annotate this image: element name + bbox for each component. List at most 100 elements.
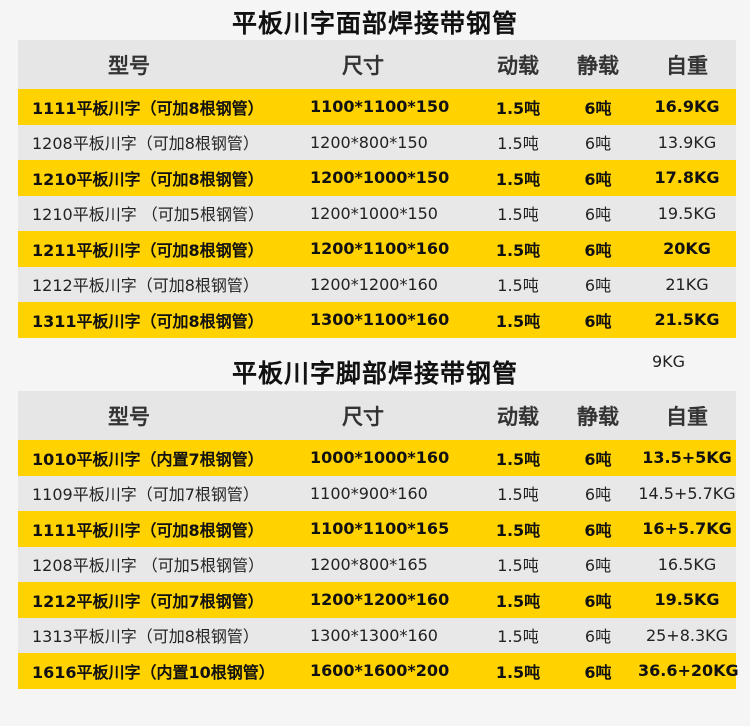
cell-model: 1111平板川字（可加8根钢管） <box>32 98 264 118</box>
cell-weight: 19.5KG <box>657 203 717 223</box>
cell-static-load: 6吨 <box>584 485 612 505</box>
header-size: 尺寸 <box>342 53 384 78</box>
cell-size: 1300*1100*160 <box>310 310 450 330</box>
cell-dynamic-load: 1.5吨 <box>495 520 541 540</box>
cell-model: 1212平板川字（可加7根钢管） <box>32 591 264 611</box>
cell-size: 1200*1200*160 <box>310 590 450 610</box>
cell-weight: 19.5KG <box>654 590 720 610</box>
cell-size: 1200*1000*150 <box>310 203 438 223</box>
cell-size: 1100*1100*165 <box>310 519 450 539</box>
cell-weight: 14.5+5.7KG <box>638 483 736 503</box>
header-size: 尺寸 <box>342 404 384 429</box>
cell-dynamic-load: 1.5吨 <box>497 134 539 154</box>
cell-dynamic-load: 1.5吨 <box>497 627 539 647</box>
cell-static-load: 6吨 <box>584 449 612 469</box>
cell-model: 1211平板川字（可加8根钢管） <box>32 240 264 260</box>
cell-static-load: 6吨 <box>584 627 612 647</box>
cell-size: 1200*1200*160 <box>310 274 438 294</box>
cell-weight: 16.5KG <box>657 554 717 574</box>
cell-model: 1311平板川字（可加8根钢管） <box>32 311 264 331</box>
cell-static-load: 6吨 <box>584 169 612 189</box>
cell-weight: 25+8.3KG <box>645 625 729 645</box>
cell-size: 1200*800*165 <box>310 554 428 574</box>
table-row: 1010平板川字（内置7根钢管） 1000*1000*160 1.5吨 6吨 13.5+… <box>18 440 736 476</box>
header-model: 型号 <box>108 53 150 78</box>
cell-size: 1300*1300*160 <box>310 625 438 645</box>
header-static-load: 静载 <box>577 404 619 429</box>
cell-size: 1100*1100*150 <box>310 97 450 117</box>
table2-title: 平板川字脚部焊接带钢管 <box>231 359 518 388</box>
table-row: 1210平板川字（可加8根钢管） 1200*1000*150 1.5吨 6吨 17.8K… <box>18 160 736 196</box>
cell-weight: 20KG <box>663 239 711 259</box>
header-dynamic-load: 动载 <box>497 404 539 429</box>
cell-weight: 17.8KG <box>654 168 720 188</box>
cell-static-load: 6吨 <box>584 240 612 260</box>
header-model: 型号 <box>108 404 150 429</box>
cell-static-load: 6吨 <box>584 556 612 576</box>
table-row: 1210平板川字 （可加5根钢管） 1200*1000*150 1.5吨 6吨 19.5… <box>18 195 736 231</box>
cell-model: 1109平板川字（可加7根钢管） <box>32 485 259 505</box>
cell-model: 1313平板川字（可加8根钢管） <box>32 627 259 647</box>
table-row: 1208平板川字 （可加5根钢管） 1200*800*165 1.5吨 6吨 16.5K… <box>18 546 736 582</box>
spec-table-foot-welded: 型号 尺寸 动载 静载 自重 1010平板川字（内置7根钢管） 1000*1000*160 1… <box>18 391 739 689</box>
cell-static-load: 6吨 <box>584 276 612 296</box>
cell-dynamic-load: 1.5吨 <box>497 556 539 576</box>
cell-static-load: 6吨 <box>584 205 612 225</box>
table1-title: 平板川字面部焊接带钢管 <box>231 9 518 38</box>
cell-weight: 21.5KG <box>654 310 720 330</box>
table-row: 1212平板川字（可加8根钢管） 1200*1200*160 1.5吨 6吨 21KG <box>18 266 736 302</box>
cell-model: 1210平板川字（可加8根钢管） <box>32 169 264 189</box>
spec-table-face-welded: 型号 尺寸 动载 静载 自重 1111平板川字（可加8根钢管） 1100*1100*150 1… <box>18 40 736 338</box>
cell-model: 1010平板川字（内置7根钢管） <box>32 449 264 469</box>
cell-size: 1200*1100*160 <box>310 239 450 259</box>
table-row: 1111平板川字（可加8根钢管） 1100*1100*150 1.5吨 6吨 16.9K… <box>18 89 736 125</box>
table-row: 1109平板川字（可加7根钢管） 1100*900*160 1.5吨 6吨 14.5+5… <box>18 475 736 511</box>
cell-weight: 13.9KG <box>657 132 717 152</box>
cell-size: 1000*1000*160 <box>310 448 450 468</box>
table-header: 型号 尺寸 动载 静载 自重 <box>18 391 736 440</box>
cell-weight: 21KG <box>665 274 709 294</box>
table-header: 型号 尺寸 动载 静载 自重 <box>18 40 736 89</box>
table-row: 1208平板川字（可加8根钢管） 1200*800*150 1.5吨 6吨 13.9KG <box>18 124 736 160</box>
cell-model: 1111平板川字（可加8根钢管） <box>32 520 264 540</box>
cell-static-load: 6吨 <box>584 134 612 154</box>
header-dynamic-load: 动载 <box>497 53 539 78</box>
cell-dynamic-load: 1.5吨 <box>497 205 539 225</box>
cell-dynamic-load: 1.5吨 <box>497 485 539 505</box>
table-row: 1211平板川字（可加8根钢管） 1200*1100*160 1.5吨 6吨 20KG <box>18 231 736 267</box>
table-row: 1111平板川字（可加8根钢管） 1100*1100*165 1.5吨 6吨 16+5.… <box>18 511 736 547</box>
stray-weight-note: 9KG <box>652 352 686 371</box>
cell-model: 1210平板川字 （可加5根钢管） <box>32 205 264 225</box>
cell-dynamic-load: 1.5吨 <box>495 662 541 682</box>
cell-size: 1600*1600*200 <box>310 661 450 681</box>
cell-dynamic-load: 1.5吨 <box>495 311 541 331</box>
header-weight: 自重 <box>666 404 708 429</box>
cell-model: 1212平板川字（可加8根钢管） <box>32 276 259 296</box>
cell-weight: 13.5+5KG <box>642 448 732 468</box>
header-weight: 自重 <box>666 53 708 78</box>
cell-static-load: 6吨 <box>584 311 612 331</box>
cell-dynamic-load: 1.5吨 <box>495 449 541 469</box>
cell-weight: 36.6+20KG <box>638 661 739 681</box>
header-static-load: 静载 <box>577 53 619 78</box>
cell-model: 1208平板川字 （可加5根钢管） <box>32 556 264 576</box>
cell-size: 1200*800*150 <box>310 132 428 152</box>
cell-dynamic-load: 1.5吨 <box>495 591 541 611</box>
cell-static-load: 6吨 <box>584 520 612 540</box>
cell-static-load: 6吨 <box>584 662 612 682</box>
cell-dynamic-load: 1.5吨 <box>495 98 541 118</box>
table-row: 1313平板川字（可加8根钢管） 1300*1300*160 1.5吨 6吨 25+8.… <box>18 617 736 653</box>
cell-dynamic-load: 1.5吨 <box>497 276 539 296</box>
table-row: 1616平板川字（内置10根钢管） 1600*1600*200 1.5吨 6吨 36.6… <box>18 653 739 689</box>
table-row: 1311平板川字（可加8根钢管） 1300*1100*160 1.5吨 6吨 21.5K… <box>18 302 736 338</box>
cell-model: 1208平板川字（可加8根钢管） <box>32 134 259 154</box>
cell-weight: 16+5.7KG <box>642 519 732 539</box>
cell-size: 1200*1000*150 <box>310 168 450 188</box>
table-row: 1212平板川字（可加7根钢管） 1200*1200*160 1.5吨 6吨 19.5K… <box>18 582 736 618</box>
cell-dynamic-load: 1.5吨 <box>495 169 541 189</box>
cell-model: 1616平板川字（内置10根钢管） <box>32 662 275 682</box>
cell-size: 1100*900*160 <box>310 483 428 503</box>
cell-dynamic-load: 1.5吨 <box>495 240 541 260</box>
cell-weight: 16.9KG <box>654 97 720 117</box>
cell-static-load: 6吨 <box>584 591 612 611</box>
